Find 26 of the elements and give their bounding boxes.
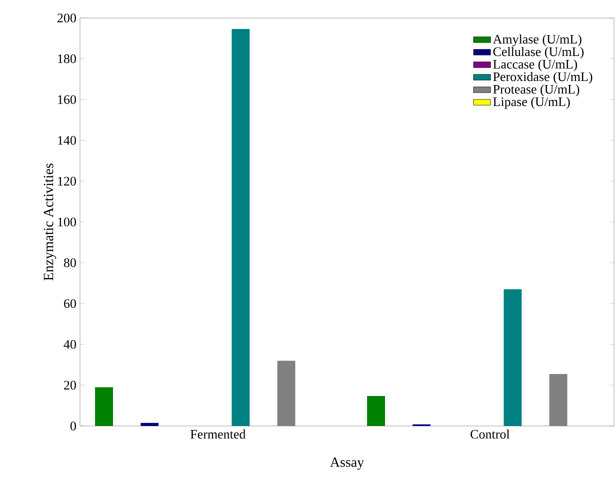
y-tick-label: 200 [58,14,76,22]
legend-label: Protease (U/mL) [493,84,580,96]
legend-label: Amylase (U/mL) [492,34,582,46]
y-tick-label: 100 [58,218,76,226]
bar [140,422,159,426]
legend-label: Peroxidase (U/mL) [493,72,592,84]
bar [504,289,522,426]
legend-label: Laccase (U/mL) [493,59,578,72]
x-axis-title: Assay [330,458,364,470]
y-tick-label: 180 [58,54,76,64]
y-tick-label: 20 [64,380,76,390]
x-tick-label: Control [470,430,510,439]
legend-label: Lipase (U/mL) [493,97,570,109]
y-tick-label: 40 [64,340,76,349]
y-tick-label: 120 [58,176,76,186]
x-tick-label: Fermented [190,430,246,439]
y-tick-label: 160 [58,95,76,104]
bar [367,396,386,426]
y-tick-label: 60 [64,299,76,308]
y-axis-title: Enzymatic Activities [44,164,56,280]
legend-label: Cellulase (U/mL) [493,46,584,59]
bar [95,387,113,426]
bar [232,29,250,426]
y-tick-label: 140 [58,136,76,145]
y-tick-label: 80 [64,258,76,268]
y-tick-label: 0 [70,422,76,430]
